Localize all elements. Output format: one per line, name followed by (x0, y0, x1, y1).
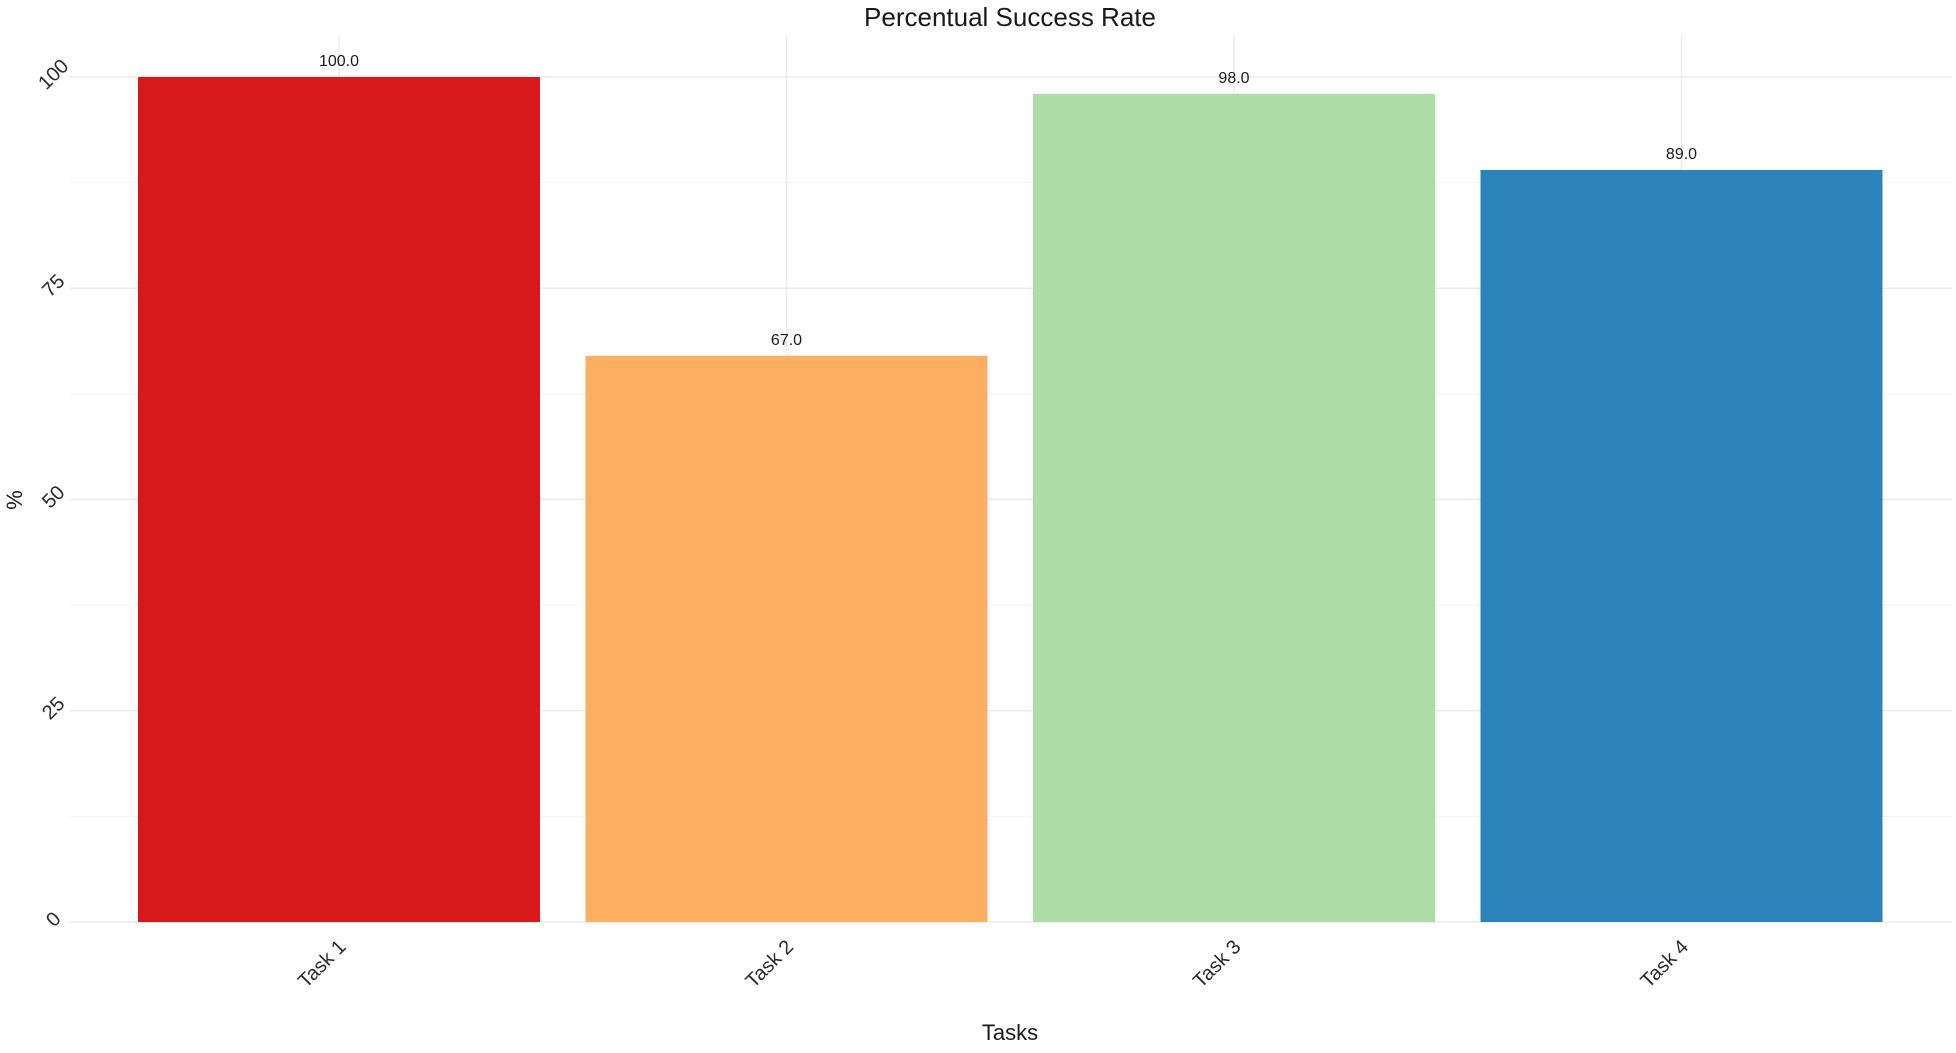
bars (138, 77, 1883, 923)
y-tick-label: 100 (34, 55, 73, 94)
x-axis-title: Tasks (982, 1020, 1038, 1045)
y-tick-label: 75 (38, 270, 69, 301)
x-axis-ticks: Task 1 Task 2 Task 3 Task 4 (294, 936, 1693, 992)
y-tick-label: 25 (38, 693, 69, 724)
bar-2 (585, 355, 988, 923)
x-tick-label: Task 1 (294, 936, 350, 992)
bar-3 (1033, 93, 1435, 922)
y-tick-label: 50 (38, 482, 69, 513)
x-tick-label: Task 2 (742, 936, 798, 992)
y-tick-label: 0 (42, 908, 65, 931)
data-label-3: 98.0 (1218, 70, 1249, 87)
bar-1 (138, 77, 540, 922)
x-tick-label: Task 3 (1189, 936, 1245, 992)
chart-title: Percentual Success Rate (864, 2, 1156, 32)
data-label-4: 89.0 (1666, 146, 1697, 163)
y-axis-ticks: 0 25 50 75 100 (34, 55, 73, 931)
bar-4 (1480, 169, 1883, 922)
y-axis-title: % (2, 490, 27, 510)
data-labels: 100.0 67.0 98.0 89.0 (319, 53, 1697, 349)
data-label-1: 100.0 (319, 53, 359, 70)
data-label-2: 67.0 (771, 332, 802, 349)
x-tick-label: Task 4 (1637, 936, 1693, 992)
